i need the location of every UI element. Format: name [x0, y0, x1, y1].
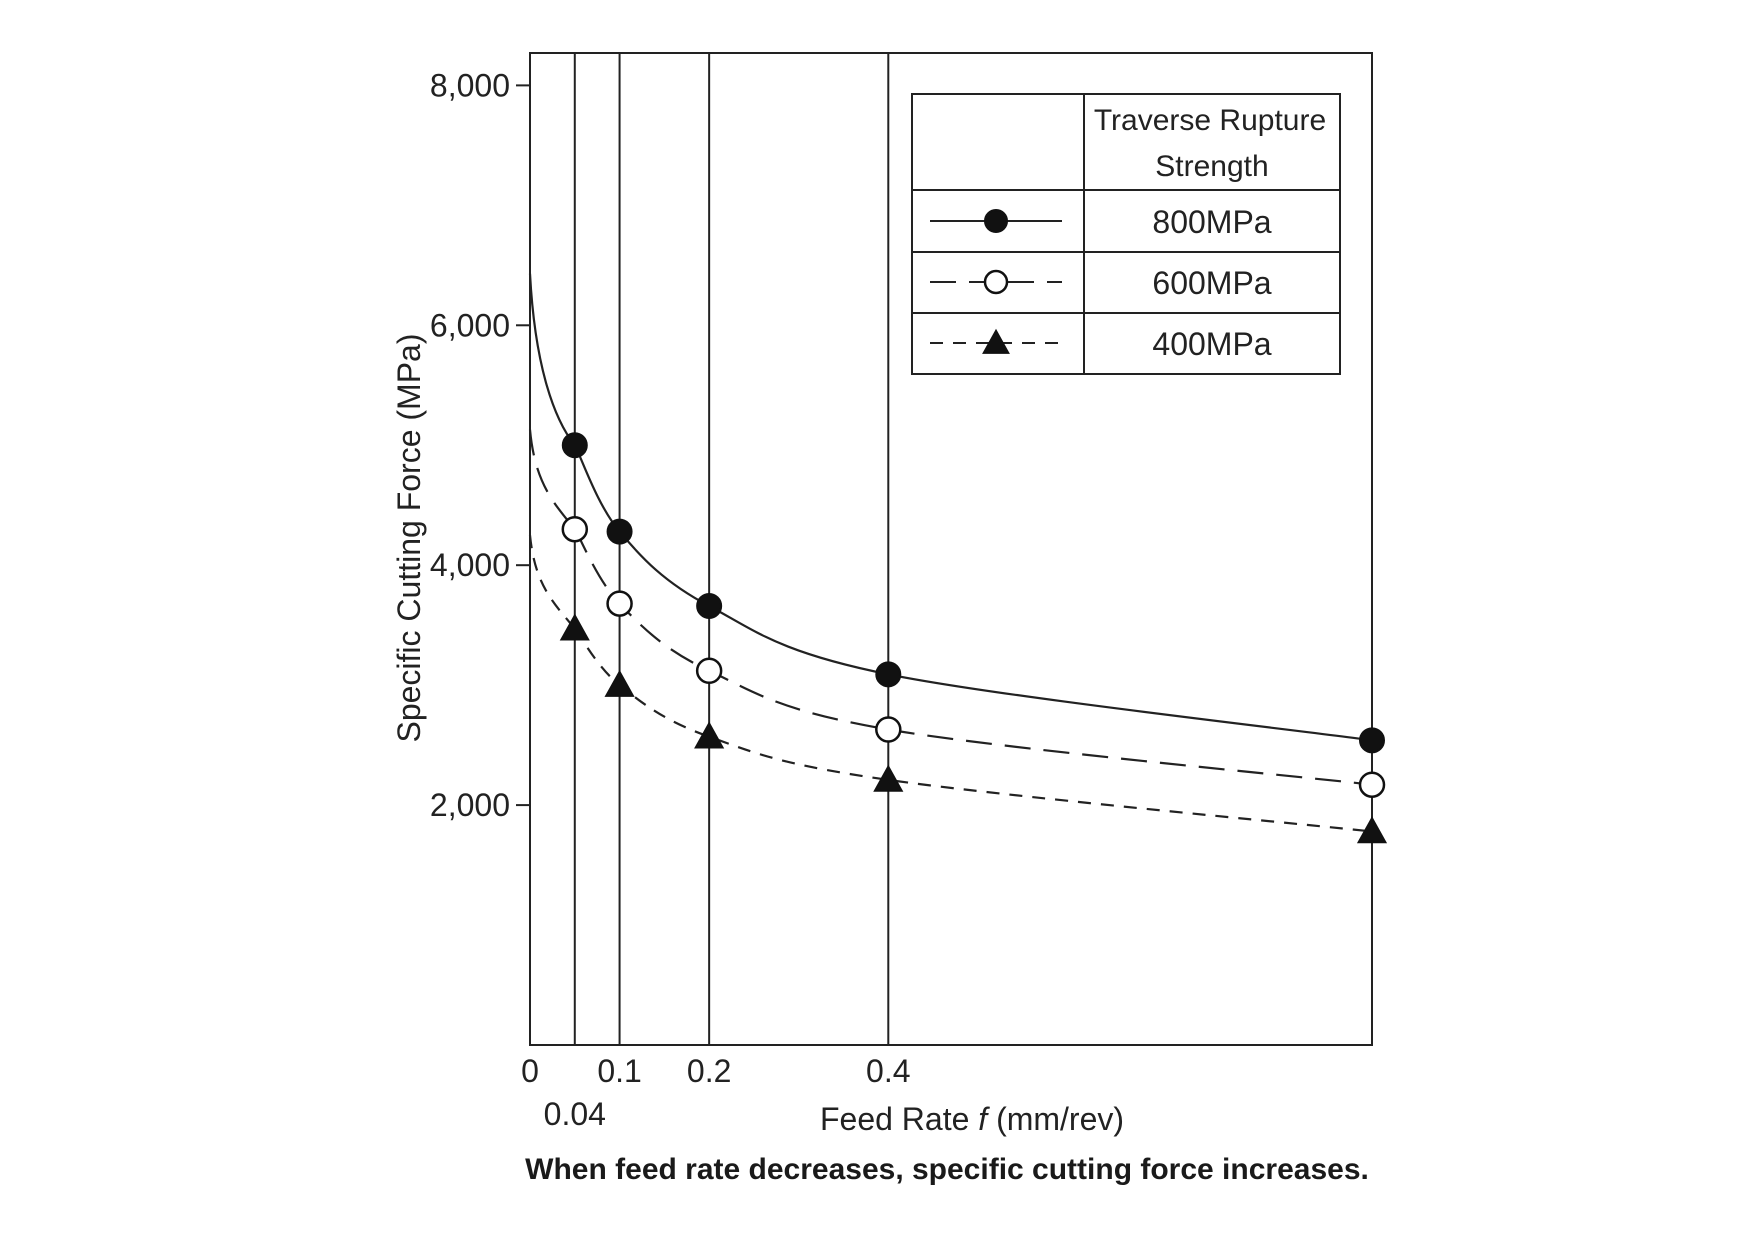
series-curve-lead [528, 535, 576, 630]
y-tick-label: 4,000 [430, 547, 510, 583]
marker-filled-circle [561, 432, 588, 459]
legend-label: 400MPa [1152, 326, 1271, 362]
legend: Traverse Rupture Strength 800MPa 600MPa 40… [911, 93, 1341, 375]
series-markers [559, 432, 1388, 844]
marker-filled-circle [696, 592, 723, 619]
x-tick-label: 0.2 [687, 1053, 731, 1089]
marker-filled-circle [606, 518, 633, 545]
y-tick-label: 2,000 [430, 787, 510, 823]
y-axis-title: Specific Cutting Force (MPa) [391, 333, 427, 742]
x-tick-label: 0.4 [866, 1053, 910, 1089]
marker-filled-circle [984, 209, 1008, 233]
x-axis-title-part: Feed Rate [820, 1101, 978, 1137]
chart-caption: When feed rate decreases, specific cutti… [525, 1153, 1369, 1186]
marker-filled-triangle [982, 328, 1010, 354]
legend-header-line2: Strength [1155, 150, 1268, 183]
marker-filled-circle [875, 661, 902, 688]
y-tick-label: 6,000 [430, 307, 510, 343]
marker-open-circle [606, 590, 633, 617]
marker-filled-triangle [694, 721, 725, 749]
x-tick-label: 0 [521, 1053, 539, 1089]
marker-open-circle [695, 657, 723, 685]
series-curve [573, 628, 1373, 833]
series-curve [573, 528, 1373, 786]
marker-filled-circle [1359, 727, 1385, 754]
x-axis-title-unit: (mm/rev) [987, 1101, 1124, 1137]
plot-frame [529, 52, 1373, 1046]
x-axis-title: Feed Rate f (mm/rev) [820, 1101, 1124, 1137]
legend-header-line1: Traverse Rupture [1094, 104, 1326, 137]
marker-open-circle [875, 716, 902, 743]
x-tick-label: 0.04 [544, 1096, 606, 1132]
marker-filled-triangle [559, 613, 590, 641]
marker-filled-triangle [1356, 816, 1388, 844]
legend-rows: 800MPa 600MPa 400MPa [930, 204, 1272, 362]
series-curve-lead [528, 273, 576, 446]
x-tick-label: 0.1 [597, 1053, 641, 1089]
marker-open-circle [561, 515, 589, 543]
vertical-gridlines [573, 53, 890, 1045]
marker-filled-triangle [604, 669, 635, 697]
series-curve [573, 444, 1373, 742]
marker-filled-triangle [873, 764, 904, 792]
y-axis: 2,000 4,000 6,000 8,000 [430, 67, 530, 823]
x-axis: 0 0.1 0.2 0.4 0.04 [521, 1053, 910, 1132]
marker-open-circle [1358, 771, 1386, 798]
y-tick-label: 8,000 [430, 67, 510, 103]
legend-frame [911, 93, 1341, 375]
legend-label: 600MPa [1152, 265, 1271, 301]
legend-label: 800MPa [1152, 204, 1271, 240]
marker-open-circle [983, 269, 1009, 295]
